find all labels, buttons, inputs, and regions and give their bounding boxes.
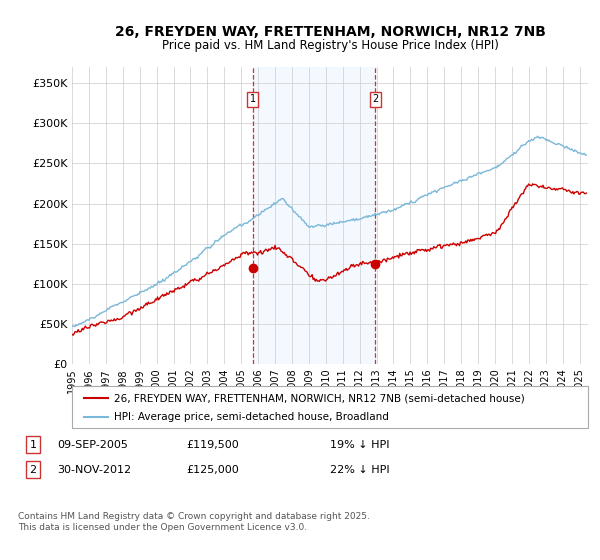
Text: 2: 2 bbox=[29, 465, 37, 475]
Text: 19% ↓ HPI: 19% ↓ HPI bbox=[330, 440, 389, 450]
Text: 30-NOV-2012: 30-NOV-2012 bbox=[57, 465, 131, 475]
Bar bbox=[253, 67, 375, 364]
Text: 1: 1 bbox=[250, 94, 256, 104]
Text: 26, FREYDEN WAY, FRETTENHAM, NORWICH, NR12 7NB (semi-detached house): 26, FREYDEN WAY, FRETTENHAM, NORWICH, NR… bbox=[114, 393, 525, 403]
Text: £125,000: £125,000 bbox=[186, 465, 239, 475]
Text: 2: 2 bbox=[372, 94, 378, 104]
Text: 1: 1 bbox=[29, 440, 37, 450]
Text: HPI: Average price, semi-detached house, Broadland: HPI: Average price, semi-detached house,… bbox=[114, 412, 389, 422]
Text: 09-SEP-2005: 09-SEP-2005 bbox=[57, 440, 128, 450]
Text: £119,500: £119,500 bbox=[186, 440, 239, 450]
Text: Price paid vs. HM Land Registry's House Price Index (HPI): Price paid vs. HM Land Registry's House … bbox=[161, 39, 499, 52]
Text: Contains HM Land Registry data © Crown copyright and database right 2025.
This d: Contains HM Land Registry data © Crown c… bbox=[18, 512, 370, 532]
Text: 22% ↓ HPI: 22% ↓ HPI bbox=[330, 465, 389, 475]
Text: 26, FREYDEN WAY, FRETTENHAM, NORWICH, NR12 7NB: 26, FREYDEN WAY, FRETTENHAM, NORWICH, NR… bbox=[115, 25, 545, 39]
